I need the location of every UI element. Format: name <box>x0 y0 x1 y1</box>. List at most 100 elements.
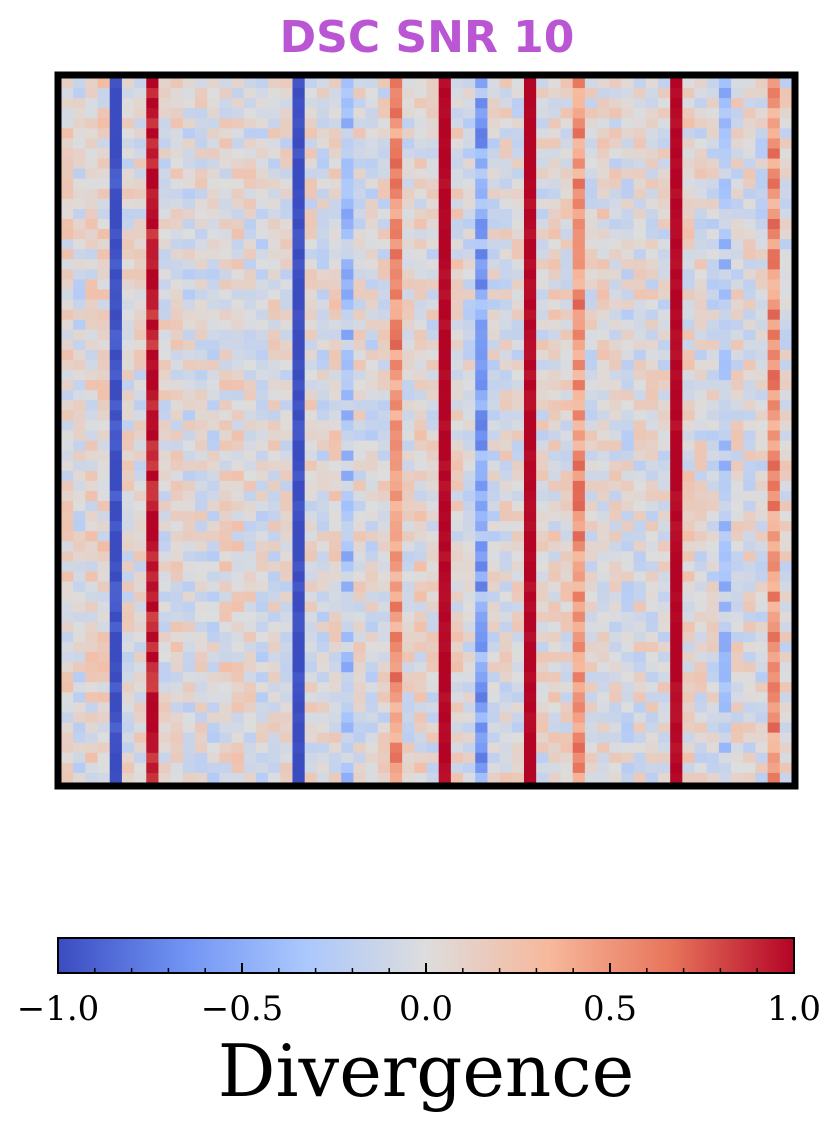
heatmap-cell <box>243 631 257 643</box>
heatmap-cell <box>438 631 452 643</box>
heatmap-cell <box>426 490 440 502</box>
heatmap-cell <box>657 722 671 734</box>
heatmap-cell <box>621 329 635 341</box>
heatmap-cell <box>231 98 245 109</box>
heatmap-cell <box>450 581 464 593</box>
heatmap-cell <box>621 672 635 683</box>
heatmap-cell <box>548 249 562 260</box>
heatmap-cell <box>365 571 379 583</box>
heatmap-cell <box>85 329 99 341</box>
heatmap-cell <box>389 591 403 603</box>
heatmap-cell <box>109 188 123 200</box>
heatmap-cell <box>73 440 86 452</box>
heatmap-cell <box>621 480 635 492</box>
heatmap-cell <box>414 752 428 764</box>
heatmap-cell <box>645 652 659 663</box>
heatmap-cell <box>170 561 184 573</box>
heatmap-cell <box>243 329 257 341</box>
heatmap-cell <box>584 631 598 643</box>
heatmap-cell <box>231 410 245 422</box>
heatmap-cell <box>316 772 330 784</box>
heatmap-cell <box>597 450 610 462</box>
heatmap-cell <box>523 98 537 109</box>
heatmap-cell <box>207 712 220 724</box>
heatmap-cell <box>548 198 562 210</box>
heatmap-cell <box>706 390 720 401</box>
heatmap-cell <box>487 198 501 210</box>
heatmap-cell <box>572 289 586 301</box>
heatmap-cell <box>670 692 683 704</box>
heatmap-cell <box>450 400 464 411</box>
heatmap-cell <box>584 480 598 492</box>
heatmap-cell <box>146 702 160 714</box>
heatmap-cell <box>767 299 781 311</box>
heatmap-cell <box>645 531 659 542</box>
heatmap-cell <box>560 470 574 482</box>
heatmap-cell <box>450 88 464 99</box>
heatmap-cell <box>511 289 525 301</box>
heatmap-cell <box>670 762 683 774</box>
heatmap-cell <box>243 521 257 532</box>
heatmap-cell <box>438 229 452 240</box>
heatmap-cell <box>329 672 342 683</box>
heatmap-cell <box>134 158 147 170</box>
heatmap-cell <box>560 178 574 190</box>
heatmap-cell <box>231 229 245 240</box>
heatmap-cell <box>182 430 196 442</box>
heatmap-cell <box>377 229 391 240</box>
heatmap-cell <box>743 289 757 301</box>
heatmap-cell <box>450 360 464 371</box>
heatmap-cell <box>731 490 744 502</box>
heatmap-cell <box>450 531 464 542</box>
heatmap-cell <box>426 420 440 432</box>
heatmap-cell <box>584 722 598 734</box>
heatmap-cell <box>621 692 635 704</box>
heatmap-cell <box>572 682 586 693</box>
heatmap-cell <box>731 460 744 472</box>
heatmap-cell <box>243 702 257 714</box>
heatmap-cell <box>73 722 86 734</box>
heatmap-cell <box>316 208 330 220</box>
heatmap-cell <box>450 430 464 442</box>
heatmap-cell <box>134 732 147 744</box>
heatmap-cell <box>487 229 501 240</box>
heatmap-cell <box>426 642 440 653</box>
heatmap-cell <box>718 702 732 714</box>
heatmap-cell <box>219 108 233 119</box>
heatmap-cell <box>402 692 415 704</box>
heatmap-cell <box>170 118 184 129</box>
heatmap-cell <box>682 752 696 764</box>
heatmap-cell <box>438 480 452 492</box>
heatmap-cell <box>316 601 330 613</box>
heatmap-cell <box>779 168 793 180</box>
heatmap-cell <box>195 138 208 150</box>
heatmap-cell <box>597 229 610 240</box>
heatmap-cell <box>633 531 647 542</box>
heatmap-cell <box>85 349 99 361</box>
heatmap-cell <box>779 490 793 502</box>
heatmap-cell <box>657 269 671 281</box>
heatmap-cell <box>292 309 306 321</box>
heatmap-cell <box>584 239 598 250</box>
heatmap-cell <box>389 682 403 693</box>
heatmap-cell <box>414 702 428 714</box>
heatmap-cell <box>329 732 342 744</box>
heatmap-cell <box>73 450 86 462</box>
heatmap-cell <box>134 662 147 673</box>
heatmap-cell <box>134 380 147 391</box>
heatmap-cell <box>365 208 379 220</box>
heatmap-cell <box>292 299 306 311</box>
heatmap-cell <box>207 652 220 663</box>
heatmap-cell <box>389 752 403 764</box>
heatmap-cell <box>377 108 391 119</box>
heatmap-cell <box>414 722 428 734</box>
heatmap-cell <box>329 360 342 371</box>
heatmap-cell <box>219 591 233 603</box>
heatmap-cell <box>207 430 220 442</box>
heatmap-cell <box>657 541 671 552</box>
colorbar-tick-label: 0.5 <box>583 989 637 1029</box>
heatmap-cell <box>329 702 342 714</box>
heatmap-cell <box>523 208 537 220</box>
heatmap-cell <box>548 78 562 89</box>
heatmap-cell <box>414 470 428 482</box>
